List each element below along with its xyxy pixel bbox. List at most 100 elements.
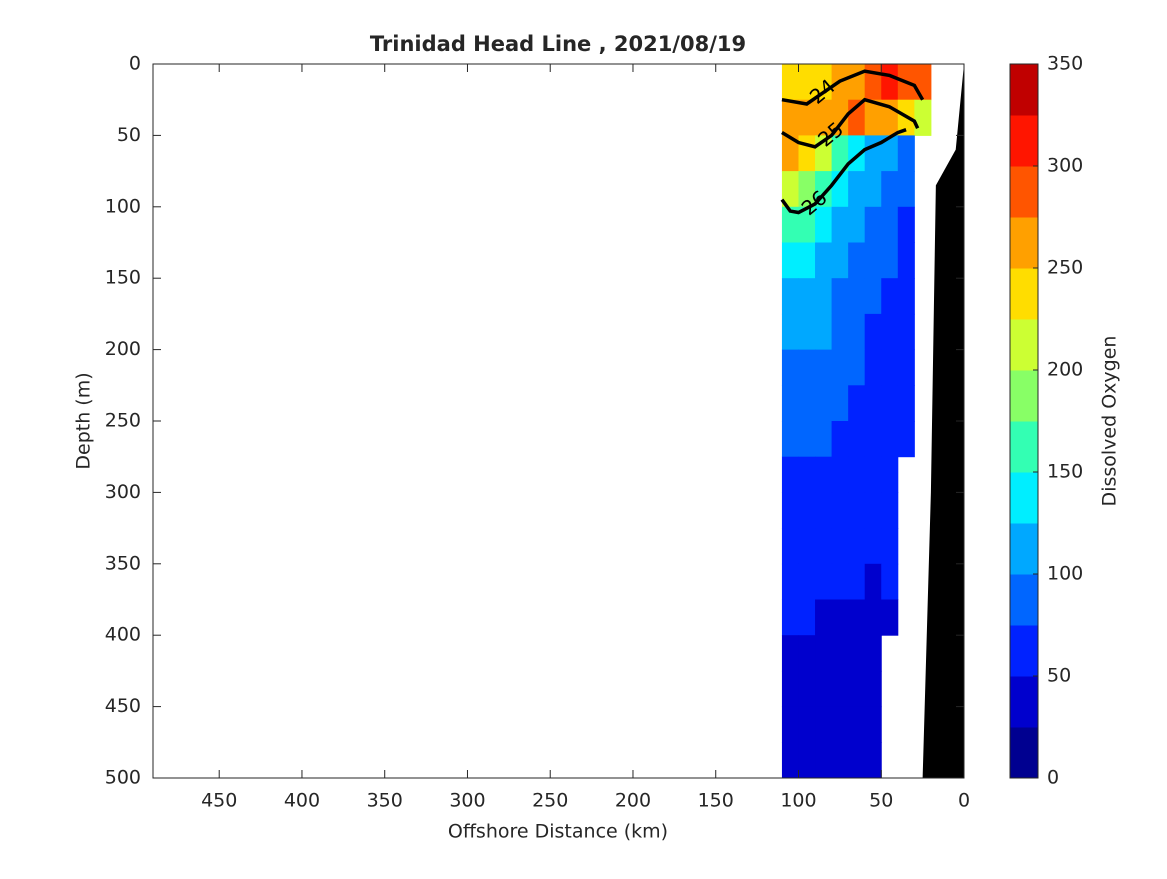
contour-cell: [831, 563, 849, 600]
contour-cell: [781, 421, 799, 458]
contour-cell: [848, 635, 866, 672]
contour-cell: [848, 528, 866, 565]
contour-cell: [881, 313, 899, 351]
colorbar-segment: [1010, 370, 1038, 422]
contour-cell: [831, 313, 849, 351]
y-tick-label: 500: [105, 767, 141, 789]
y-tick-label: 400: [105, 624, 141, 646]
contour-cell: [798, 528, 816, 565]
contour-cell: [864, 278, 882, 315]
contour-cell: [815, 670, 833, 708]
colorbar-segment: [1010, 625, 1038, 677]
y-tick-label: 50: [117, 124, 141, 146]
colorbar-segment: [1010, 574, 1038, 626]
contour-cell: [848, 278, 866, 315]
contour-cell: [798, 599, 816, 636]
contour-cell: [781, 563, 799, 600]
contour-cell: [864, 99, 882, 136]
contour-cell: [848, 456, 866, 493]
x-tick-label: 250: [532, 790, 568, 812]
colorbar-tick-label: 300: [1047, 155, 1083, 177]
colorbar-segment: [1010, 523, 1038, 575]
contour-cell: [798, 99, 816, 136]
contour-cell: [864, 599, 882, 636]
contour-cell: [831, 206, 849, 243]
contour-cell: [848, 492, 866, 529]
contour-cell: [798, 242, 816, 279]
contour-cell: [781, 278, 799, 315]
contour-cell: [781, 349, 799, 386]
y-tick-label: 250: [105, 410, 141, 432]
contour-cell: [864, 563, 882, 600]
contour-cell: [848, 599, 866, 636]
contour-cell: [881, 349, 899, 386]
contour-cell: [798, 135, 816, 172]
contour-cell: [781, 242, 799, 279]
contour-cell: [848, 385, 866, 422]
contour-cell: [815, 563, 833, 600]
contour-cell: [831, 670, 849, 708]
contour-cell: [815, 599, 833, 636]
contour-cell: [798, 278, 816, 315]
contour-cell: [897, 349, 915, 386]
colorbar-tick-label: 200: [1047, 359, 1083, 381]
contour-cell: [848, 171, 866, 208]
contour-cell: [815, 206, 833, 243]
contour-cell: [864, 421, 882, 458]
contour-cell: [798, 635, 816, 672]
contour-cell: [848, 313, 866, 351]
contour-cell: [798, 349, 816, 386]
colorbar-label: Dissolved Oxygen: [1099, 336, 1121, 507]
contour-cell: [848, 742, 866, 779]
y-tick-label: 300: [105, 481, 141, 503]
contour-cell: [881, 64, 899, 101]
contour-cell: [881, 599, 899, 636]
contour-cell: [864, 313, 882, 351]
contour-cell: [815, 742, 833, 779]
contour-cell: [798, 64, 816, 101]
contour-cell: [831, 421, 849, 458]
contour-cell: [815, 242, 833, 279]
x-tick-label: 300: [449, 790, 485, 812]
contour-cell: [897, 171, 915, 208]
colorbar-segment: [1010, 472, 1038, 524]
density-contour: [781, 69, 925, 106]
contour-cell: [881, 206, 899, 243]
contour-cell: [781, 706, 799, 743]
contour-cell: [781, 456, 799, 493]
contour-cell: [831, 385, 849, 422]
contour-cell: [831, 135, 849, 172]
contour-cell: [864, 349, 882, 386]
contour-cell: [848, 563, 866, 600]
y-tick-label: 0: [129, 53, 141, 75]
colorbar-tick-label: 150: [1047, 461, 1083, 483]
contour-cell: [815, 706, 833, 743]
contour-cell: [897, 206, 915, 243]
colorbar-frame: [1009, 63, 1039, 779]
contour-cell: [781, 528, 799, 565]
colorbar-segment: [1010, 268, 1038, 320]
contour-cell: [831, 349, 849, 386]
contour-cell: [815, 528, 833, 565]
contour-cell: [848, 242, 866, 279]
contour-cell: [897, 421, 915, 458]
contour-cell: [815, 456, 833, 493]
contour-cell: [798, 385, 816, 422]
contour-cell: [781, 385, 799, 422]
y-tick-label: 450: [105, 695, 141, 717]
contour-cell: [798, 206, 816, 243]
contour-cell: [848, 421, 866, 458]
contour-cell: [881, 171, 899, 208]
contour-cell: [798, 706, 816, 743]
contour-cell: [864, 635, 882, 672]
y-tick-label: 200: [105, 338, 141, 360]
colorbar-segment: [1010, 64, 1038, 116]
contour-cell: [781, 742, 799, 779]
contour-cell: [864, 64, 882, 101]
contour-cell: [781, 599, 799, 636]
colorbar-segment: [1010, 676, 1038, 728]
contour-cell: [881, 421, 899, 458]
contour-cell: [914, 64, 932, 101]
contour-cell: [864, 492, 882, 529]
x-tick-label: 450: [201, 790, 237, 812]
